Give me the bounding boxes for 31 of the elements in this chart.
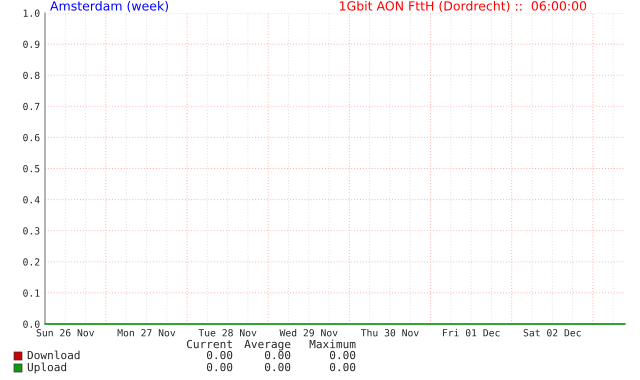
x-tick-label: Mon 27 Nov (118, 329, 176, 336)
y-tick-label: 0.9 (23, 40, 40, 48)
text: 0.00 (330, 350, 356, 360)
text: 0.00 (264, 350, 290, 360)
text: 0.00 (206, 350, 232, 360)
text: 0.00 (206, 362, 232, 372)
legend-label: Download (28, 350, 80, 360)
x-tick-label: Fri 01 Dec (442, 328, 500, 336)
text: 0.00 (264, 362, 290, 372)
x-tick-label: Thu 30 Nov (360, 328, 419, 336)
chart-title: Amsterdam (week) (50, 0, 168, 12)
y-tick-label: 0.4 (23, 196, 40, 204)
text: Maximum (310, 340, 356, 348)
text: Current (186, 340, 232, 348)
y-tick-label: 0.8 (23, 72, 40, 80)
y-tick-label: 1.0 (24, 10, 40, 17)
y-tick-label: 0.2 (23, 258, 40, 266)
text: Average (244, 340, 290, 350)
x-tick-label: Tue 28 Nov (198, 329, 256, 336)
y-tick-label: 0.1 (23, 289, 40, 297)
x-tick-label: Sun 26 Nov (36, 329, 94, 336)
y-tick-label: 0.6 (23, 134, 40, 142)
text: 0.00 (330, 362, 356, 372)
y-tick-label: 0.0 (23, 320, 40, 328)
x-tick-label: Wed 29 Nov (280, 328, 338, 336)
chart-subtitle: 1Gbit AON FttH (Dordrecht) :: 06:00:00 (340, 0, 586, 12)
y-tick-label: 0.5 (23, 165, 40, 172)
y-tick-label: 0.7 (23, 102, 40, 110)
y-tick-label: 0.3 (23, 227, 40, 235)
legend-label: Upload (28, 362, 66, 374)
x-tick-label: Sat 02 Dec (524, 329, 581, 336)
